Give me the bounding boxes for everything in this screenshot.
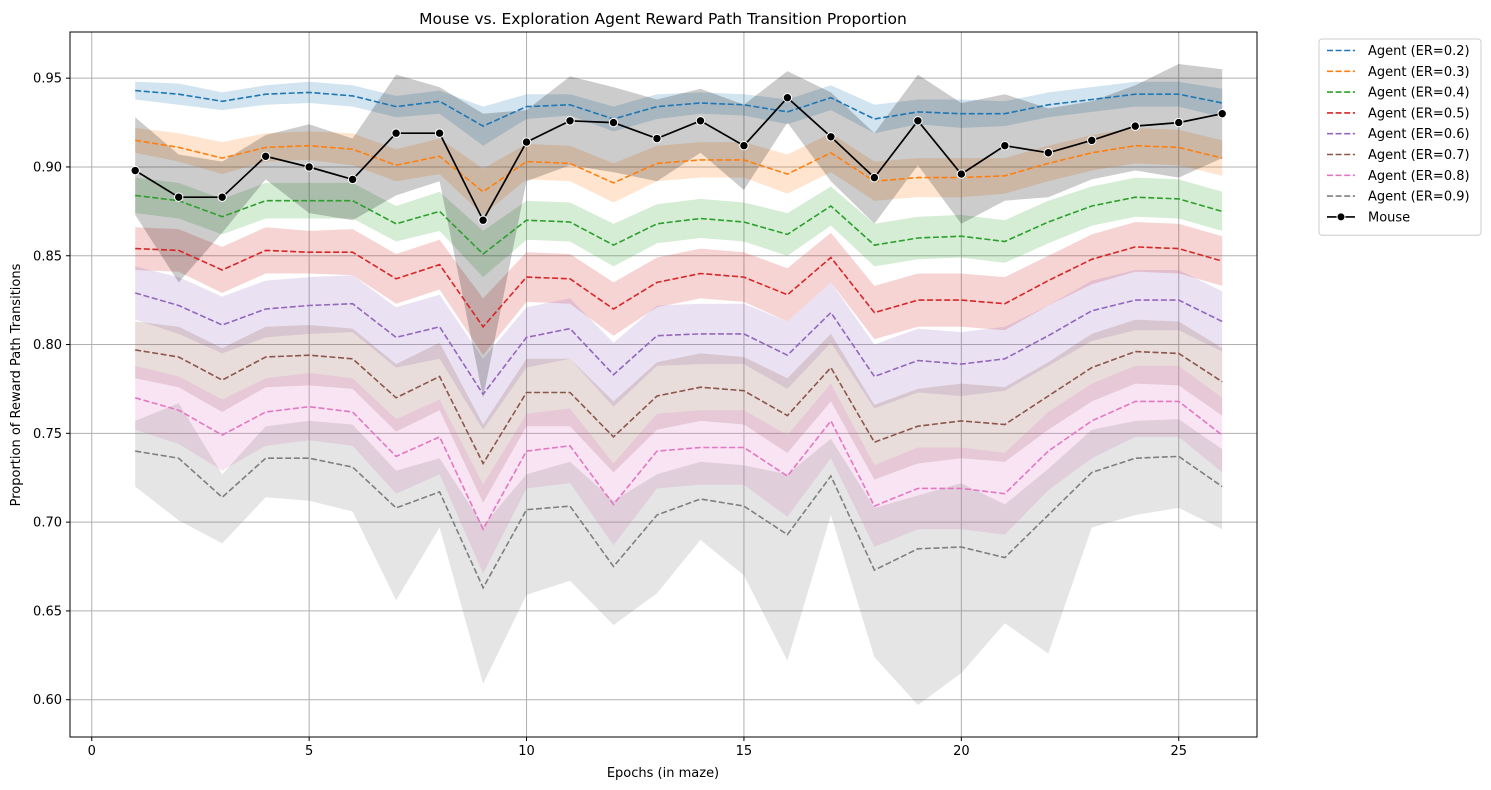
legend-label-agent-er-0-9: Agent (ER=0.9) [1368,190,1470,205]
x-axis-ticks: 0 5 10 15 20 25 [88,737,1187,759]
x-tick-label: 25 [1170,744,1187,759]
mouse-point [1217,108,1227,119]
chart-title: Mouse vs. Exploration Agent Reward Path … [419,10,907,28]
y-axis-label: Proportion of Reward Path Transitions [9,263,24,506]
grid-lines [70,32,1257,737]
x-tick-label: 0 [88,744,96,759]
x-tick-label: 15 [736,744,753,759]
mouse-point [1087,135,1097,146]
legend-label-agent-er-0-4: Agent (ER=0.4) [1368,86,1470,101]
legend-label-agent-er-0-8: Agent (ER=0.8) [1368,169,1470,184]
mouse-point [130,165,140,176]
mouse-point [521,137,532,147]
line-agent-er-0-4 [135,194,1223,256]
confidence-bands [135,64,1223,705]
mouse-point [956,169,967,179]
mouse-point [1000,140,1010,151]
mouse-markers [130,93,1227,225]
line-agent-er-0-5 [135,246,1223,329]
y-axis-ticks: 0.60 0.65 0.70 0.75 0.80 0.85 0.90 0.95 [33,72,70,708]
mouse-point [652,133,662,144]
mouse-point [739,140,749,151]
y-tick-label: 0.90 [33,160,62,175]
mouse-point [1130,121,1140,131]
band-agent-er-0-8 [135,365,1223,574]
mouse-point [1043,148,1053,158]
y-tick-label: 0.95 [33,72,62,87]
mouse-point [391,128,401,138]
legend-label-agent-er-0-3: Agent (ER=0.3) [1368,65,1470,80]
mouse-point [826,132,836,142]
line-agent-er-0-6 [134,292,1223,396]
x-tick-label: 20 [953,744,970,759]
plot-frame [69,31,1258,738]
band-agent-er-0-6 [135,266,1223,430]
x-tick-label: 5 [305,744,313,759]
series-lines [134,89,1223,590]
band-agent-er-0-5 [135,222,1223,356]
mouse-point [869,172,880,183]
mouse-point [913,116,923,126]
line-agent-er-0-3 [135,139,1223,193]
x-tick-label: 10 [518,744,535,759]
y-tick-label: 0.80 [33,338,62,353]
mouse-point [478,215,488,225]
band-agent-er-0-3 [135,127,1223,215]
mouse-point [434,128,445,138]
legend: Agent (ER=0.2) Agent (ER=0.3) Agent (ER=0.… [1318,38,1482,236]
line-mouse [134,96,1223,223]
legend-label-agent-er-0-7: Agent (ER=0.7) [1368,148,1470,163]
legend-label-agent-er-0-5: Agent (ER=0.5) [1368,106,1470,121]
mouse-point [782,93,793,103]
mouse-point [695,116,706,126]
y-tick-label: 0.60 [33,693,62,708]
mouse-point [173,192,184,202]
mouse-point [1174,117,1184,128]
band-agent-er-0-2 [135,81,1223,146]
mouse-point [217,192,227,202]
mouse-point [347,174,358,185]
legend-box [1318,38,1482,236]
legend-label-agent-er-0-6: Agent (ER=0.6) [1368,127,1470,142]
y-tick-label: 0.85 [33,249,62,264]
band-mouse [135,64,1223,398]
mouse-point [304,162,314,172]
mouse-point [565,116,575,126]
y-tick-label: 0.65 [33,604,62,619]
band-agent-er-0-7 [135,319,1223,503]
x-axis-label: Epochs (in maze) [607,766,719,781]
mouse-point [260,151,271,162]
legend-label-agent-er-0-2: Agent (ER=0.2) [1368,44,1470,59]
line-agent-er-0-9 [135,450,1223,590]
line-agent-er-0-2 [135,89,1223,127]
y-tick-label: 0.75 [33,427,62,442]
band-agent-er-0-4 [135,177,1223,278]
line-agent-er-0-7 [135,349,1223,466]
band-agent-er-0-9 [135,403,1223,705]
legend-marker-mouse [1336,212,1346,222]
legend-label-mouse: Mouse [1368,210,1410,225]
y-tick-label: 0.70 [33,516,62,531]
line-agent-er-0-8 [134,397,1223,531]
mouse-point [608,117,619,128]
